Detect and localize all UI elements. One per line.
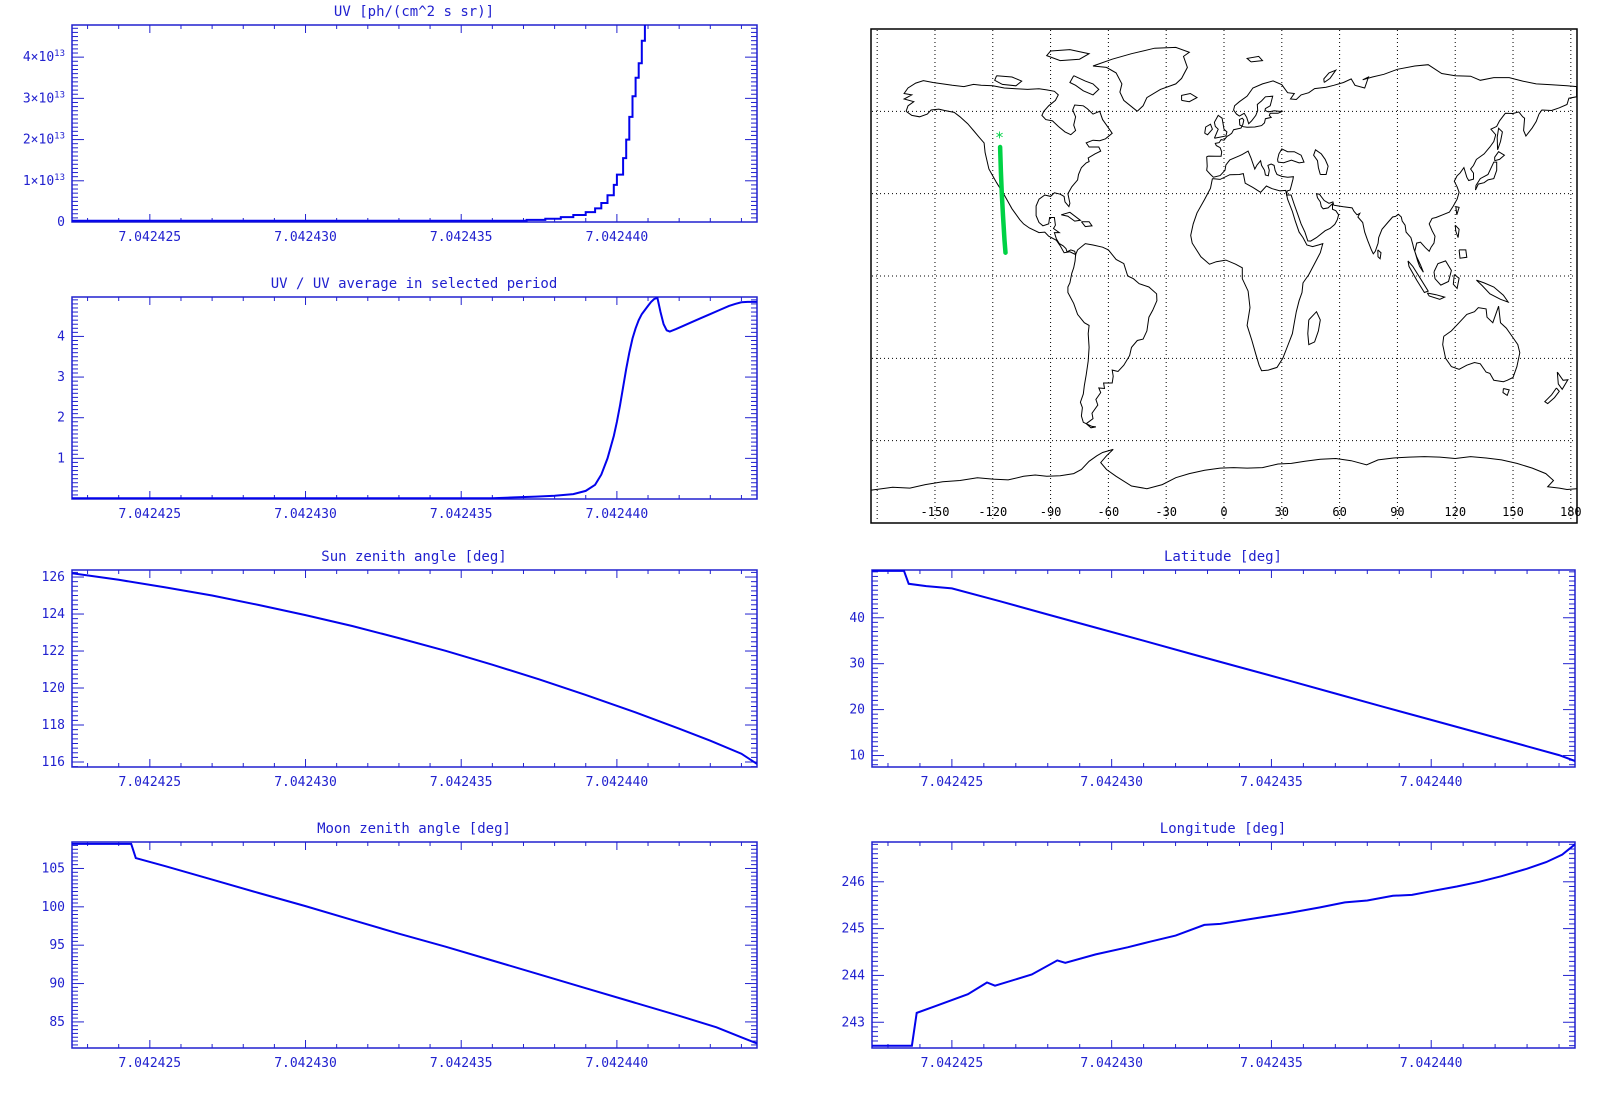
- svg-text:3: 3: [57, 370, 65, 385]
- svg-text:126: 126: [42, 570, 65, 585]
- svg-text:120: 120: [42, 681, 65, 696]
- svg-text:-60: -60: [1098, 505, 1120, 519]
- svg-text:30: 30: [849, 657, 865, 672]
- svg-text:7.042440: 7.042440: [586, 775, 649, 790]
- svg-text:7.042435: 7.042435: [430, 1056, 493, 1071]
- svg-text:1: 1: [57, 451, 65, 466]
- svg-text:20: 20: [849, 703, 865, 718]
- svg-text:100: 100: [42, 900, 65, 915]
- svg-text:7.042440: 7.042440: [1400, 775, 1463, 790]
- svg-text:118: 118: [42, 718, 65, 733]
- svg-text:85: 85: [49, 1015, 65, 1030]
- svg-text:122: 122: [42, 644, 65, 659]
- track-start-marker: *: [995, 128, 1004, 146]
- svg-text:7.042435: 7.042435: [430, 775, 493, 790]
- svg-text:7.042430: 7.042430: [274, 775, 337, 790]
- moon-zenith-chart-title: Moon zenith angle [deg]: [317, 821, 511, 837]
- svg-text:7.042430: 7.042430: [274, 507, 337, 522]
- svg-text:243: 243: [842, 1015, 865, 1030]
- svg-text:3×1013: 3×1013: [23, 90, 65, 106]
- svg-text:7.042435: 7.042435: [430, 230, 493, 245]
- svg-text:10: 10: [849, 749, 865, 764]
- svg-text:40: 40: [849, 611, 865, 626]
- svg-text:7.042425: 7.042425: [921, 1056, 984, 1071]
- svg-text:90: 90: [49, 977, 65, 992]
- sun-zenith-chart-title: Sun zenith angle [deg]: [321, 549, 506, 565]
- svg-text:120: 120: [1444, 505, 1466, 519]
- latitude-chart: 7.042425 7.042430 7.042435 7.042440 10 20 30 40: [849, 569, 1576, 790]
- svg-text:7.042430: 7.042430: [274, 230, 337, 245]
- longitude-chart: 7.042425 7.042430 7.042435 7.042440 243 244 24…: [842, 841, 1576, 1071]
- svg-text:4: 4: [57, 329, 65, 344]
- svg-text:7.042425: 7.042425: [119, 775, 182, 790]
- svg-text:-30: -30: [1155, 505, 1177, 519]
- svg-text:1×1013: 1×1013: [23, 173, 65, 189]
- svg-text:105: 105: [42, 861, 65, 876]
- svg-text:124: 124: [42, 607, 66, 622]
- svg-text:-120: -120: [978, 505, 1007, 519]
- svg-text:150: 150: [1502, 505, 1524, 519]
- svg-text:180: 180: [1560, 505, 1582, 519]
- svg-text:7.042435: 7.042435: [1240, 1056, 1303, 1071]
- svg-text:7.042440: 7.042440: [586, 1056, 649, 1071]
- svg-text:30: 30: [1275, 505, 1289, 519]
- svg-text:7.042440: 7.042440: [586, 230, 649, 245]
- uv-chart-title: UV [ph/(cm^2 s sr)]: [334, 4, 494, 20]
- svg-text:2: 2: [57, 411, 65, 426]
- svg-text:2×1013: 2×1013: [23, 132, 65, 148]
- svg-text:7.042440: 7.042440: [1400, 1056, 1463, 1071]
- svg-text:246: 246: [842, 875, 865, 890]
- svg-text:7.042430: 7.042430: [1080, 1056, 1143, 1071]
- latitude-chart-title: Latitude [deg]: [1164, 549, 1282, 565]
- svg-text:-90: -90: [1040, 505, 1062, 519]
- svg-text:7.042430: 7.042430: [274, 1056, 337, 1071]
- uv-chart: 7.042425 7.042430 7.042435 7.042440 0 1×1013 2…: [23, 24, 758, 245]
- svg-text:60: 60: [1332, 505, 1346, 519]
- world-map: * -150 -120 -90 -60 -30 0 30 60 90 120 150 180: [870, 28, 1582, 524]
- svg-text:244: 244: [842, 968, 866, 983]
- svg-text:0: 0: [57, 215, 65, 230]
- sun-zenith-chart: 7.042425 7.042430 7.042435 7.042440 116 118 12…: [42, 569, 758, 790]
- longitude-chart-title: Longitude [deg]: [1160, 821, 1286, 837]
- svg-text:7.042430: 7.042430: [1080, 775, 1143, 790]
- svg-text:7.042435: 7.042435: [430, 507, 493, 522]
- svg-text:7.042435: 7.042435: [1240, 775, 1303, 790]
- svg-text:-150: -150: [921, 505, 950, 519]
- uv-ratio-chart-title: UV / UV average in selected period: [271, 276, 558, 292]
- svg-text:7.042425: 7.042425: [119, 1056, 182, 1071]
- svg-text:116: 116: [42, 755, 65, 770]
- svg-text:90: 90: [1390, 505, 1404, 519]
- svg-text:7.042425: 7.042425: [119, 507, 182, 522]
- moon-zenith-chart: 7.042425 7.042430 7.042435 7.042440 85 90 95 10…: [42, 841, 758, 1071]
- svg-text:0: 0: [1220, 505, 1227, 519]
- uv-ratio-chart: 7.042425 7.042430 7.042435 7.042440 1 2 3 4: [57, 296, 758, 522]
- svg-text:7.042425: 7.042425: [921, 775, 984, 790]
- svg-text:4×1013: 4×1013: [23, 49, 65, 65]
- svg-text:95: 95: [49, 938, 65, 953]
- svg-text:245: 245: [842, 922, 865, 937]
- svg-text:7.042425: 7.042425: [119, 230, 182, 245]
- svg-text:7.042440: 7.042440: [586, 507, 649, 522]
